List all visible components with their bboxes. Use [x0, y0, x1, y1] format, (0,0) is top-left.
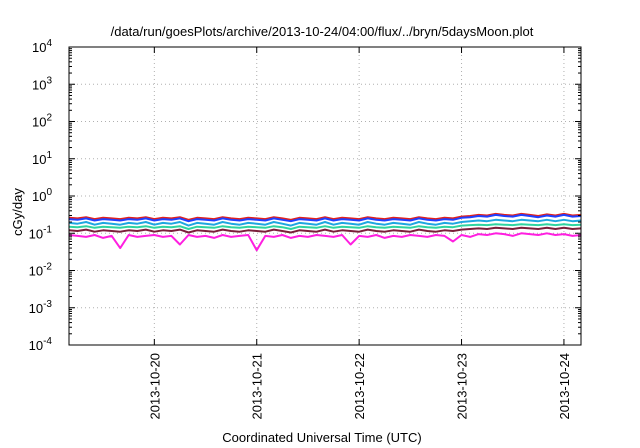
series-line-2	[68, 213, 582, 223]
series-line-1	[68, 212, 582, 221]
x-tick-label: 2013-10-22	[352, 353, 367, 420]
y-tick-label: 104	[32, 38, 52, 55]
series-line-5	[68, 226, 582, 234]
grid-lines	[69, 47, 581, 345]
series-group	[68, 212, 582, 252]
axis-ticks	[69, 46, 581, 346]
y-axis-tick-labels: 10-4 10-3 10-2 10-1 100 101 102 103 104	[29, 38, 53, 353]
y-tick-label: 101	[32, 150, 52, 167]
y-tick-label: 10-4	[29, 336, 53, 353]
x-tick-label: 2013-10-23	[455, 353, 470, 420]
y-tick-label: 10-2	[29, 262, 53, 279]
y-tick-label: 10-1	[29, 224, 53, 241]
y-tick-label: 10-3	[29, 299, 53, 316]
series-line-4	[68, 223, 582, 230]
y-tick-label: 102	[32, 113, 52, 130]
y-axis-label: cGy/day	[10, 188, 25, 236]
x-tick-label: 2013-10-20	[147, 353, 162, 420]
chart-title: /data/run/goesPlots/archive/2013-10-24/0…	[111, 24, 534, 39]
y-tick-label: 103	[32, 75, 52, 92]
series-line-6	[68, 232, 582, 252]
y-tick-label: 100	[32, 187, 52, 204]
x-axis-tick-labels: 2013-10-20 2013-10-21 2013-10-22 2013-10-23…	[147, 353, 572, 420]
x-axis-label: Coordinated Universal Time (UTC)	[222, 430, 421, 445]
series-line-3	[68, 218, 582, 227]
x-tick-label: 2013-10-21	[250, 353, 265, 420]
x-tick-label: 2013-10-24	[557, 353, 572, 420]
